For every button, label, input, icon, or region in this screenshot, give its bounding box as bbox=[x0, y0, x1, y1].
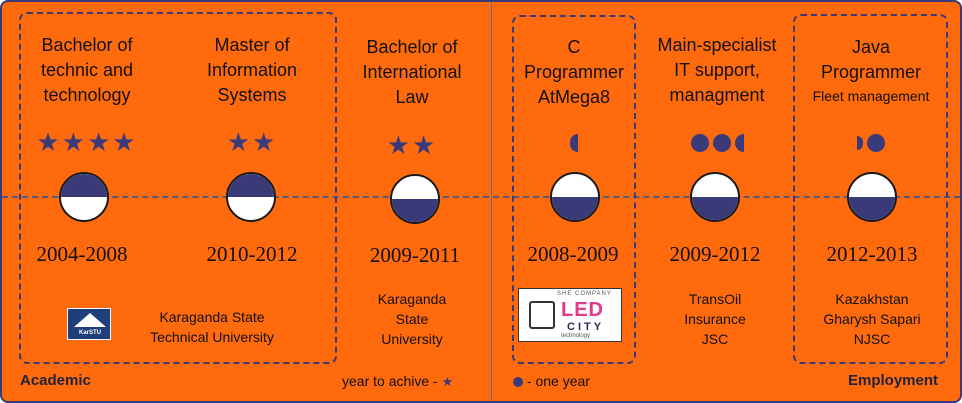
star-legend: year to achive - ★ bbox=[342, 373, 454, 389]
employment-section-label: Employment bbox=[848, 372, 939, 389]
star-rating: ★★★★ bbox=[36, 127, 138, 157]
job-title: Java Programmer Fleet management bbox=[812, 37, 930, 104]
timeline-node bbox=[690, 172, 740, 222]
duration-dots bbox=[797, 134, 945, 152]
degree-title: Bachelor of International Law bbox=[362, 37, 462, 107]
year-range: 2008-2009 bbox=[527, 242, 619, 266]
half-dot-icon bbox=[570, 134, 578, 152]
ktu-logo: KarSTU bbox=[67, 308, 111, 340]
duration-dots bbox=[652, 134, 782, 152]
star-icon: ★ bbox=[441, 374, 454, 389]
institution-name: Karaganda State Technical University bbox=[150, 309, 274, 345]
star-rating: ★★ bbox=[226, 127, 278, 157]
circuit-icon bbox=[529, 301, 555, 329]
degree-title: Bachelor of technic and technology bbox=[40, 35, 134, 105]
half-dot-icon bbox=[857, 136, 863, 150]
academic-group-box bbox=[19, 12, 337, 364]
job-title: Main-specialist IT support, managment bbox=[657, 35, 777, 105]
timeline-node bbox=[847, 172, 897, 222]
dot-legend: - one year bbox=[513, 373, 590, 389]
half-dot-icon bbox=[734, 134, 744, 152]
star-rating: ★★ bbox=[386, 130, 438, 160]
dot-icon bbox=[513, 377, 523, 388]
dot-icon bbox=[867, 134, 885, 152]
duration-dots bbox=[514, 134, 634, 152]
dot-icon bbox=[712, 134, 731, 152]
section-divider bbox=[491, 2, 492, 401]
year-range: 2004-2008 bbox=[36, 242, 128, 266]
academic-section-label: Academic bbox=[20, 372, 91, 389]
dot-icon bbox=[690, 134, 709, 152]
year-range: 2009-2012 bbox=[669, 242, 761, 266]
c-programmer-group-box bbox=[512, 15, 636, 364]
company-name: Kazakhstan Gharysh Sapari NJSC bbox=[823, 291, 921, 347]
timeline-axis bbox=[2, 196, 960, 198]
year-range: 2010-2012 bbox=[206, 242, 298, 266]
ledcity-logo: SHE COMPANY LED CITY technology bbox=[518, 288, 622, 342]
timeline-node bbox=[226, 172, 276, 222]
timeline-node bbox=[390, 174, 440, 224]
degree-title: Master of Information Systems bbox=[206, 35, 298, 105]
timeline-node bbox=[550, 172, 600, 222]
institution-name: Karaganda State University bbox=[377, 291, 447, 347]
year-range: 2009-2011 bbox=[369, 243, 461, 267]
timeline-node bbox=[59, 172, 109, 222]
company-name: TransOil Insurance JSC bbox=[684, 291, 746, 347]
year-range: 2012-2013 bbox=[826, 242, 918, 266]
job-title: C Programmer AtMega8 bbox=[523, 37, 625, 107]
java-programmer-group-box bbox=[793, 14, 948, 364]
